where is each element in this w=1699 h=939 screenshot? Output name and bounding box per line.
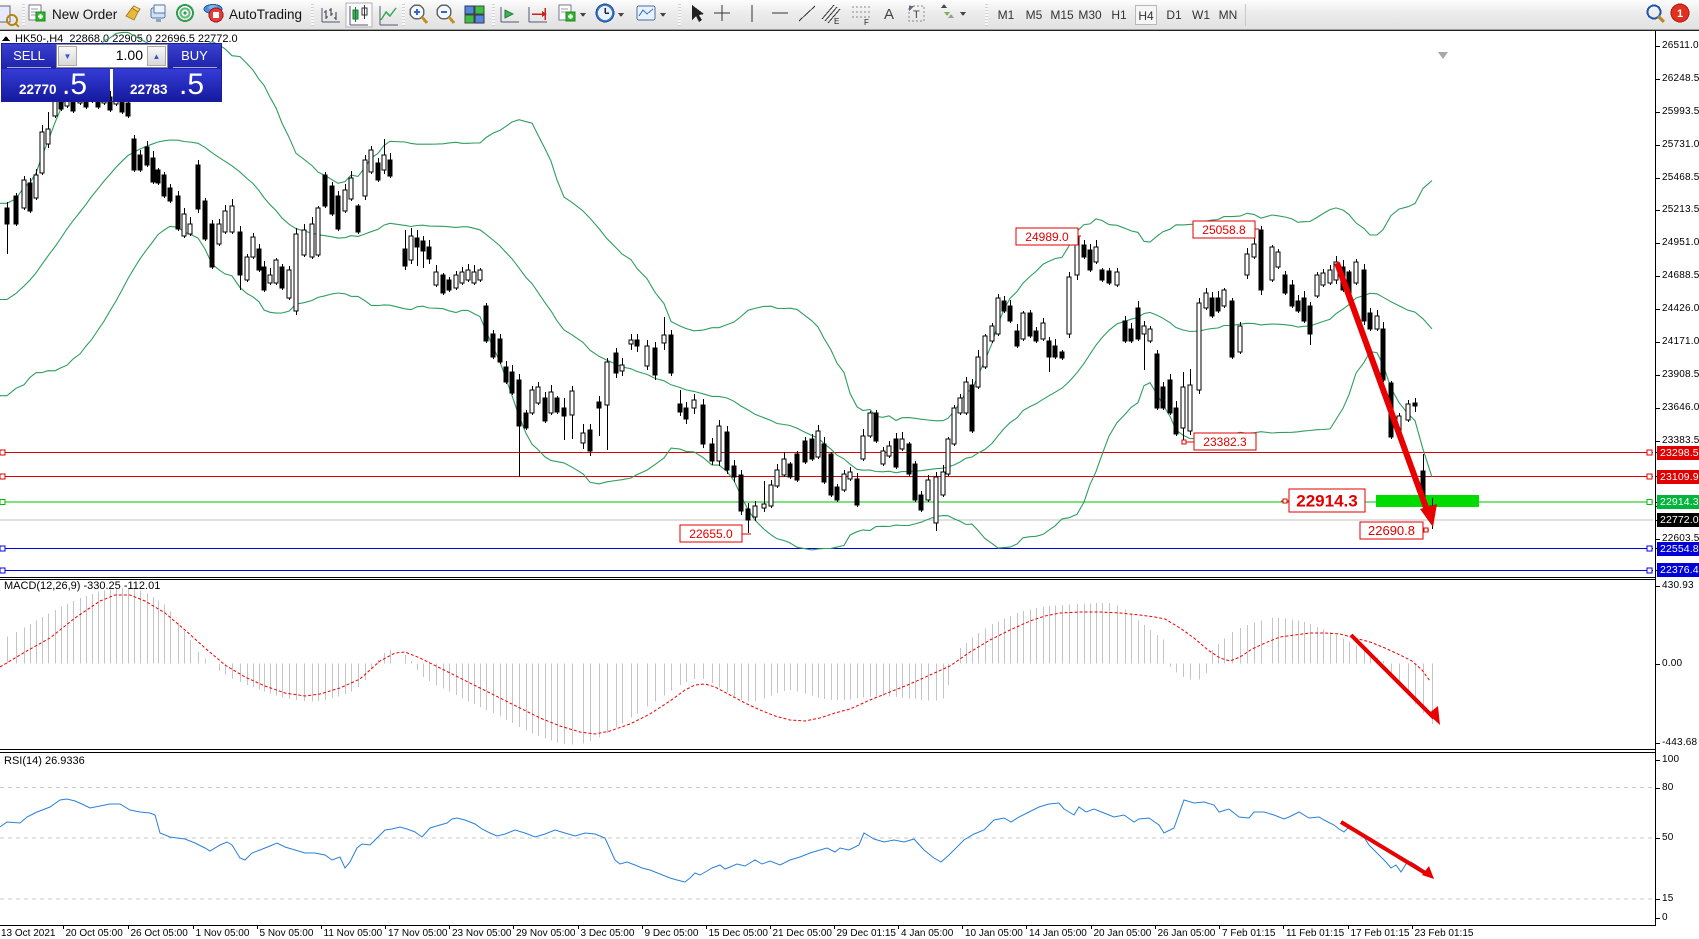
- svg-text:AutoTrading: AutoTrading: [229, 7, 302, 22]
- svg-text:22914.3: 22914.3: [1296, 492, 1357, 511]
- svg-text:25058.8: 25058.8: [1202, 223, 1246, 237]
- svg-text:22690.8: 22690.8: [1368, 523, 1415, 538]
- svg-text:1: 1: [1677, 8, 1683, 20]
- svg-text:22655.0: 22655.0: [689, 527, 733, 541]
- svg-text:T: T: [913, 9, 920, 21]
- svg-text:E: E: [834, 17, 839, 26]
- svg-text:F: F: [864, 18, 869, 27]
- svg-text:New Order: New Order: [52, 7, 118, 22]
- svg-text:23382.3: 23382.3: [1203, 435, 1247, 449]
- svg-text:A: A: [884, 6, 894, 23]
- svg-text:24989.0: 24989.0: [1025, 230, 1069, 244]
